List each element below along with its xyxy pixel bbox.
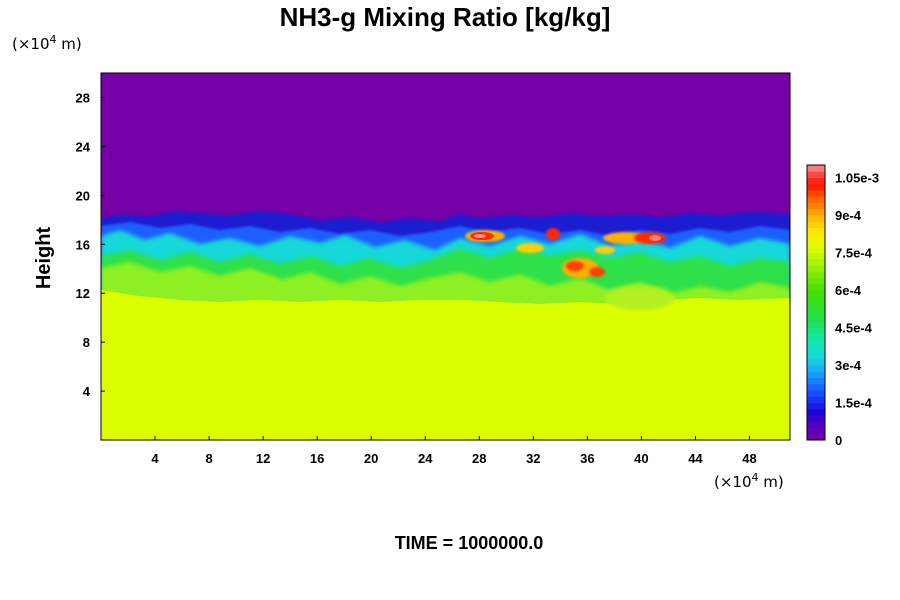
colorbar-swatch xyxy=(807,371,825,378)
colorbar-tick-label: 0 xyxy=(835,433,842,448)
swirl xyxy=(110,275,190,295)
colorbar-swatch xyxy=(807,383,825,391)
swirl xyxy=(605,286,675,310)
colorbar-swatch xyxy=(807,390,825,397)
colorbar-swatch xyxy=(807,283,825,291)
colorbar-swatch xyxy=(807,358,825,366)
y-unit-label: (×104 m) xyxy=(12,33,82,53)
colorbar-swatch xyxy=(807,221,825,228)
colorbar-swatch xyxy=(807,365,825,372)
x-tick-label: 20 xyxy=(364,451,378,466)
colorbar-swatch xyxy=(807,296,825,303)
colorbar xyxy=(806,164,826,441)
y-tick-label: 28 xyxy=(76,90,90,105)
colorbar-swatch xyxy=(807,396,825,403)
x-tick-label: 24 xyxy=(418,451,433,466)
colorbar-swatch xyxy=(807,308,825,316)
colorbar-swatch xyxy=(807,208,825,216)
colorbar-swatch xyxy=(807,258,825,266)
x-tick-label: 32 xyxy=(526,451,540,466)
x-tick-label: 44 xyxy=(688,451,703,466)
x-unit-label: (×104 m) xyxy=(714,471,784,491)
colorbar-swatch xyxy=(807,408,825,416)
colorbar-swatch xyxy=(807,340,825,347)
colorbar-swatch xyxy=(807,265,825,272)
colorbar-tick-label: 1.05e-3 xyxy=(835,171,879,186)
colorbar-swatch xyxy=(807,315,825,322)
hotspot xyxy=(595,246,615,254)
x-tick-label: 8 xyxy=(205,451,212,466)
colorbar-swatch xyxy=(807,190,825,197)
colorbar-swatch xyxy=(807,352,825,360)
x-ticks: 4 8 12 16 20 24 28 32 36 40 44 48 xyxy=(151,436,757,466)
chart-title: NH3-g Mixing Ratio [kg/kg] xyxy=(280,2,611,32)
y-axis-label: Height xyxy=(33,227,55,290)
colorbar-tick-label: 4.5e-4 xyxy=(835,321,873,336)
y-tick-label: 20 xyxy=(76,188,90,203)
x-tick-label: 12 xyxy=(256,451,270,466)
colorbar-swatch xyxy=(807,421,825,428)
hotspot xyxy=(474,234,486,238)
y-tick-label: 4 xyxy=(83,384,91,399)
x-tick-label: 28 xyxy=(472,451,486,466)
colorbar-swatch xyxy=(807,271,825,278)
x-tick-label: 4 xyxy=(151,451,159,466)
x-tick-label: 16 xyxy=(310,451,324,466)
x-tick-label: 48 xyxy=(742,451,756,466)
colorbar-swatch xyxy=(807,321,825,328)
colorbar-ticks: 0 1.5e-4 3e-4 4.5e-4 6e-4 7.5e-4 9e-4 1.05e-3 xyxy=(835,171,879,449)
y-tick-label: 12 xyxy=(76,286,90,301)
colorbar-swatch xyxy=(807,246,825,253)
y-tick-label: 24 xyxy=(76,139,91,154)
hotspot xyxy=(516,243,544,253)
colorbar-swatch xyxy=(807,177,825,185)
x-tick-label: 40 xyxy=(634,451,648,466)
colorbar-swatch xyxy=(807,165,825,172)
y-ticks: 4 8 12 16 20 24 28 xyxy=(76,90,105,399)
colorbar-swatch xyxy=(807,415,825,422)
colorbar-swatch xyxy=(807,202,825,210)
colorbar-swatch xyxy=(807,302,825,310)
colorbar-swatch xyxy=(807,290,825,297)
colorbar-tick-label: 6e-4 xyxy=(835,283,862,298)
colorbar-swatch xyxy=(807,402,825,410)
colorbar-swatch xyxy=(807,333,825,341)
colorbar-swatch xyxy=(807,215,825,222)
colorbar-swatch xyxy=(807,377,825,385)
colorbar-tick-label: 3e-4 xyxy=(835,358,862,373)
y-tick-label: 8 xyxy=(83,335,90,350)
colorbar-swatch xyxy=(807,277,825,285)
colorbar-tick-label: 9e-4 xyxy=(835,208,862,223)
colorbar-swatch xyxy=(807,240,825,247)
colorbar-swatch xyxy=(807,252,825,260)
colorbar-swatch xyxy=(807,427,825,435)
colorbar-swatch xyxy=(807,227,825,235)
plot-area xyxy=(101,73,790,440)
y-tick-label: 16 xyxy=(76,237,90,252)
colorbar-tick-label: 7.5e-4 xyxy=(835,246,873,261)
hotspot xyxy=(566,261,584,271)
colorbar-frame xyxy=(806,164,826,441)
swirl xyxy=(220,274,280,290)
hotspot xyxy=(649,235,661,241)
x-tick-label: 36 xyxy=(580,451,594,466)
colorbar-swatch xyxy=(807,196,825,203)
hotspot xyxy=(546,228,560,240)
colorbar-swatch xyxy=(807,171,825,178)
colorbar-swatch xyxy=(807,183,825,191)
colorbar-swatch xyxy=(807,433,825,441)
colorbar-swatch xyxy=(807,327,825,335)
colorbar-swatch xyxy=(807,346,825,353)
plot-frame xyxy=(100,72,791,441)
hotspot xyxy=(603,232,647,244)
colorbar-tick-label: 1.5e-4 xyxy=(835,396,873,411)
lower-layer-region xyxy=(101,290,790,440)
time-label: TIME = 1000000.0 xyxy=(395,533,544,553)
hotspot xyxy=(589,267,605,277)
colorbar-swatch xyxy=(807,233,825,241)
